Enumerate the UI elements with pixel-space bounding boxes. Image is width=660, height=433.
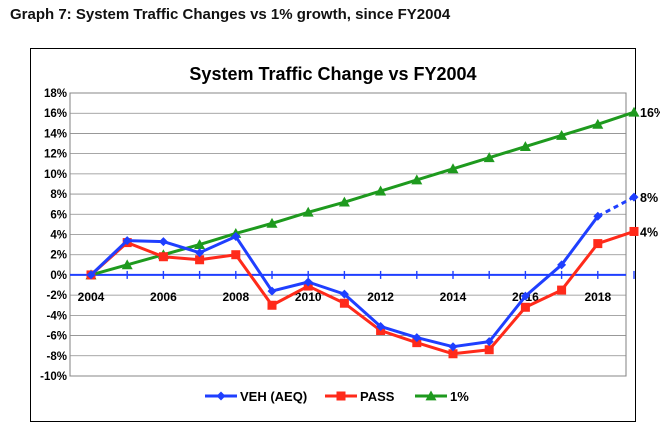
data-point	[425, 390, 437, 401]
data-point	[122, 236, 132, 246]
y-tick-label: -2%	[47, 290, 67, 302]
x-tick-label: 2006	[150, 290, 177, 304]
x-tick-label: 2010	[295, 290, 322, 304]
data-point	[158, 237, 168, 247]
series-lines	[85, 106, 640, 359]
graph-caption: Graph 7: System Traffic Changes vs 1% gr…	[10, 6, 451, 23]
data-point	[483, 152, 495, 163]
data-point	[448, 349, 458, 359]
series-line	[89, 215, 600, 349]
y-tick-label: 0%	[50, 270, 67, 282]
y-tick-label: -10%	[40, 371, 67, 383]
y-tick-label: 16%	[44, 108, 67, 120]
data-point	[629, 192, 639, 202]
end-label: 8%	[640, 191, 658, 205]
legend: VEH (AEQ) PASS 1%	[205, 389, 469, 404]
data-point	[195, 248, 205, 258]
data-point	[593, 211, 603, 221]
data-point	[216, 391, 226, 401]
legend-label: 1%	[450, 389, 469, 404]
end-label: 16%	[640, 106, 660, 120]
series-line	[90, 110, 635, 277]
data-point	[339, 298, 349, 308]
y-tick-label: 8%	[50, 189, 67, 201]
end-label: 4%	[640, 225, 658, 239]
data-point	[302, 206, 314, 217]
legend-label: PASS	[360, 389, 395, 404]
data-point	[194, 239, 206, 250]
data-point	[447, 163, 459, 174]
data-point	[557, 260, 567, 270]
y-tick-label: 6%	[50, 209, 67, 221]
end-labels: 16% 4% 8%	[640, 106, 660, 239]
legend-item: PASS	[325, 389, 395, 404]
data-point	[376, 321, 386, 331]
y-tick-label: 4%	[50, 230, 67, 242]
data-point	[195, 255, 205, 265]
data-point	[448, 342, 458, 352]
data-point	[520, 302, 530, 312]
x-tick-label: 2018	[584, 290, 611, 304]
data-point	[267, 286, 277, 296]
data-point	[231, 250, 241, 260]
y-tick-label: 10%	[44, 169, 67, 181]
y-tick-label: -6%	[47, 331, 67, 343]
data-point	[231, 232, 241, 242]
y-tick-label: 2%	[50, 250, 67, 262]
data-point	[593, 239, 603, 249]
data-point	[303, 277, 313, 287]
data-point	[520, 291, 530, 301]
data-point	[412, 333, 422, 343]
y-tick-label: -8%	[47, 351, 67, 363]
data-point	[266, 217, 278, 228]
y-tick-label: 12%	[44, 149, 67, 161]
x-tick-label: 2004	[78, 290, 105, 304]
legend-label: VEH (AEQ)	[240, 389, 307, 404]
x-tick-label: 2008	[222, 290, 249, 304]
axes: 18% 16% 14% 12% 10% 8% 6% 4% 2% 0% -2% -4% -6% -8% -10…	[40, 88, 635, 383]
data-point	[121, 259, 133, 270]
x-tick-label: 2014	[440, 290, 467, 304]
data-point	[338, 196, 350, 207]
data-point	[519, 141, 531, 151]
data-point	[629, 226, 639, 236]
data-point	[375, 185, 387, 196]
data-point	[592, 118, 604, 129]
data-point	[158, 252, 168, 262]
legend-item: VEH (AEQ)	[205, 389, 307, 404]
y-tick-label: 14%	[44, 128, 67, 140]
series-1	[85, 106, 640, 280]
legend-item: 1%	[415, 389, 469, 404]
data-point	[339, 289, 349, 299]
data-point	[412, 338, 422, 348]
data-point	[411, 174, 423, 185]
series-line	[90, 230, 635, 356]
grid-lines	[69, 92, 627, 377]
data-point	[557, 285, 567, 295]
data-point	[336, 391, 346, 401]
y-tick-label: 18%	[44, 88, 67, 100]
x-tick-label: 2012	[367, 290, 394, 304]
y-tick-label: -4%	[47, 310, 67, 322]
data-point	[628, 106, 640, 117]
data-point	[484, 337, 494, 347]
data-point	[86, 270, 96, 280]
data-point	[556, 129, 568, 140]
series-veh-aeq	[86, 192, 639, 352]
chart-title: System Traffic Change vs FY2004	[189, 64, 476, 84]
series-line-projection	[597, 195, 635, 218]
data-point	[267, 300, 277, 310]
data-point	[484, 345, 494, 355]
